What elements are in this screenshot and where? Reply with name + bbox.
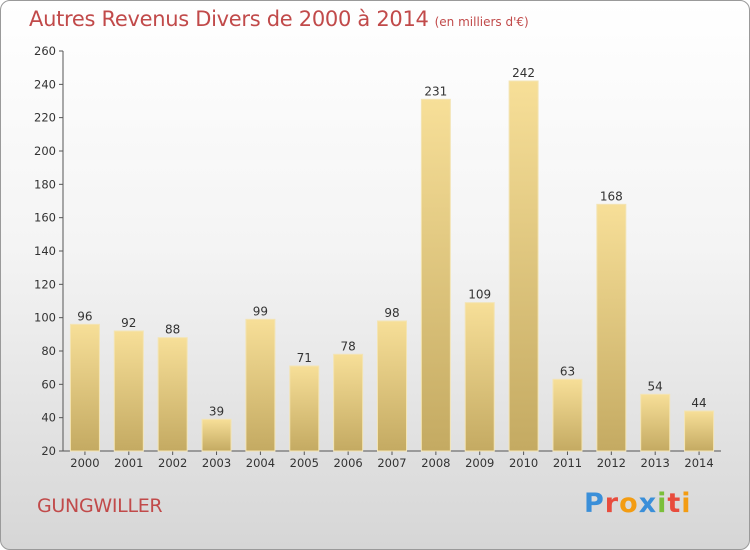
x-tick-label: 2001	[114, 456, 143, 470]
value-label: 242	[512, 66, 535, 80]
bar-2012[interactable]	[596, 203, 627, 452]
bar-2013[interactable]	[640, 393, 671, 452]
value-label: 63	[560, 364, 575, 378]
y-tick-label: 80	[41, 344, 56, 358]
y-tick-label: 160	[34, 211, 56, 225]
x-tick-label: 2004	[246, 456, 275, 470]
y-tick-label: 140	[34, 244, 56, 258]
logo-letter: t	[667, 488, 682, 519]
value-label: 54	[648, 379, 663, 393]
y-tick-label: 100	[34, 311, 56, 325]
bar-2003[interactable]	[201, 418, 232, 452]
y-tick-label: 260	[34, 44, 56, 58]
value-label: 44	[691, 396, 706, 410]
bar-2001[interactable]	[113, 330, 144, 452]
y-tick-label: 240	[34, 77, 56, 91]
x-tick-label: 2011	[553, 456, 582, 470]
x-tick-label: 2006	[333, 456, 362, 470]
x-tick-label: 2009	[465, 456, 494, 470]
value-label: 92	[121, 316, 136, 330]
axes: 20 40 60 80 100 120 140 160 180 200 220 240 260 2000 2…	[34, 44, 721, 470]
value-label: 78	[340, 339, 355, 353]
logo-letter: x	[638, 488, 658, 519]
bar-2006[interactable]	[333, 353, 364, 452]
bar-2005[interactable]	[289, 365, 320, 452]
y-tick-label: 120	[34, 277, 56, 291]
bar-2011[interactable]	[552, 378, 583, 452]
logo-letter: o	[619, 488, 639, 519]
place-name: GUNGWILLER	[37, 495, 163, 517]
value-label: 39	[209, 404, 224, 418]
x-tick-label: 2008	[421, 456, 450, 470]
bar-2010[interactable]	[508, 80, 539, 452]
bar-2007[interactable]	[377, 320, 407, 452]
x-tick-label: 2000	[70, 456, 99, 470]
value-label: 98	[384, 306, 399, 320]
chart-title: Autres Revenus Divers de 2000 à 2014 (en …	[29, 7, 529, 31]
bar-2008[interactable]	[420, 98, 451, 452]
logo-letter: r	[604, 488, 620, 519]
value-label: 231	[424, 84, 447, 98]
logo-letter: i	[657, 488, 668, 519]
y-tick-label: 40	[41, 411, 56, 425]
y-tick-label: 200	[34, 144, 56, 158]
bar-2004[interactable]	[245, 318, 276, 452]
value-label: 88	[165, 323, 180, 337]
y-tick-label: 180	[34, 177, 56, 191]
logo-letter: i	[681, 488, 692, 519]
x-tick-label: 2014	[684, 456, 713, 470]
proxiti-logo[interactable]: Proxiti	[584, 488, 692, 519]
title-unit: (en milliers d'€)	[434, 15, 529, 29]
value-label: 71	[297, 351, 312, 365]
value-label: 96	[77, 309, 92, 323]
x-tick-label: 2002	[158, 456, 187, 470]
x-tick-label: 2010	[509, 456, 538, 470]
y-tick-label: 60	[41, 377, 56, 391]
bar-2014[interactable]	[684, 410, 715, 452]
y-tick-label: 20	[41, 444, 56, 458]
value-label: 109	[468, 288, 491, 302]
x-tick-label: 2012	[597, 456, 626, 470]
bar-2002[interactable]	[157, 337, 188, 452]
x-tick-label: 2007	[377, 456, 406, 470]
bars: 96 92 88 39 99 71 78 98 231 109 242 63 168 54 44	[69, 66, 715, 452]
value-label: 168	[600, 189, 623, 203]
x-tick-label: 2013	[641, 456, 670, 470]
x-tick-label: 2005	[290, 456, 319, 470]
x-tick-label: 2003	[202, 456, 231, 470]
bar-2009[interactable]	[464, 302, 495, 452]
y-tick-label: 220	[34, 111, 56, 125]
value-label: 99	[253, 304, 268, 318]
logo-letter: P	[584, 488, 605, 519]
title-main: Autres Revenus Divers de 2000 à 2014	[29, 7, 429, 31]
bar-2000[interactable]	[69, 323, 100, 452]
